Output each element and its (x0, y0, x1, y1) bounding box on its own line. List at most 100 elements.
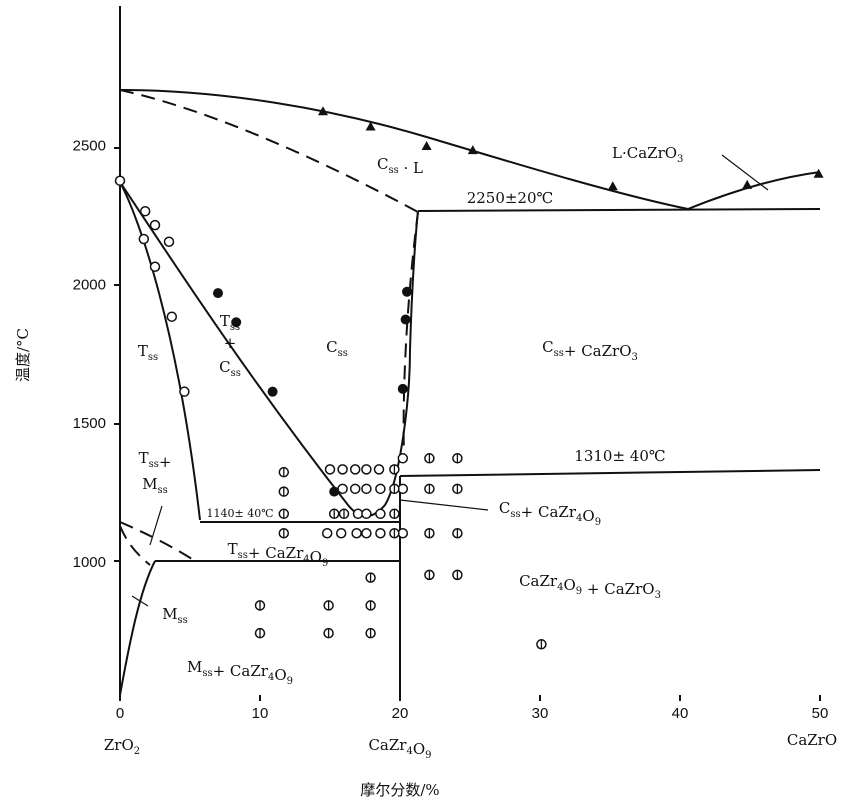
crossed-circle-marker (323, 627, 334, 639)
triangle-marker (742, 179, 753, 189)
open-circle-marker (114, 175, 126, 186)
annotation-1310: 1310± 40℃ (574, 447, 665, 465)
triangle-marker (467, 145, 478, 155)
crossed-circle-marker (278, 527, 290, 539)
leader-line (721, 154, 769, 191)
x-tick-label: 0 (116, 705, 124, 722)
open-circle-marker (375, 483, 386, 495)
annotation-1140: 1140± 40℃ (206, 507, 273, 520)
open-circle-marker (397, 453, 409, 464)
open-circle-marker (375, 527, 386, 539)
open-circle-marker (351, 527, 362, 539)
crossed-circle-marker (389, 508, 400, 520)
region-label-mss: Mss (162, 605, 188, 626)
leader-line (131, 595, 149, 607)
x-axis-title: 摩尔分数/% (360, 781, 439, 799)
crossed-circle-marker (278, 508, 290, 520)
crossed-circle-marker (424, 527, 435, 539)
crossed-circle-marker (278, 486, 290, 497)
crossed-circle-marker (424, 483, 435, 495)
crossed-circle-marker (278, 466, 290, 478)
open-circle-marker (335, 527, 347, 539)
open-circle-marker (361, 508, 372, 520)
open-circle-marker (361, 483, 372, 495)
triangle-marker (813, 168, 824, 178)
crossed-circle-marker (452, 527, 463, 539)
open-circle-marker (163, 236, 175, 248)
region-label-cazr4o9-cazro3: CaZr4O9 + CaZrO3 (519, 572, 661, 601)
x-tick-label: 50 (812, 705, 829, 722)
region-label-tss-mss: Tss+ (139, 449, 172, 471)
triangle-marker (318, 106, 328, 116)
crossed-circle-marker (389, 483, 400, 495)
region-label-css: Css (326, 338, 348, 359)
filled-circle-marker (267, 386, 278, 397)
triangle-marker (607, 181, 618, 191)
open-circle-marker (373, 464, 385, 475)
open-circle-marker (149, 261, 161, 272)
open-circle-marker (375, 508, 386, 520)
compound-label-cazr4o9: CaZr4O9 (368, 736, 431, 761)
triangle-marker (365, 121, 376, 131)
leader-line (399, 499, 489, 511)
leader-line (149, 505, 163, 546)
region-label-mss-cazr4o9: Mss+ CaZr4O9 (187, 658, 293, 687)
region-label-tss-css-b: Css (219, 358, 241, 379)
crossed-circle-marker (452, 569, 463, 581)
y-tick-label: 2500 (73, 138, 106, 155)
open-circle-marker (361, 527, 372, 539)
crossed-circle-marker (254, 627, 266, 639)
open-circle-marker (149, 219, 161, 231)
open-circle-marker (321, 527, 333, 539)
crossed-circle-marker (328, 508, 340, 520)
filled-circle-marker (400, 314, 411, 325)
y-tick-label: 2000 (73, 276, 106, 293)
x-tick-label: 40 (672, 705, 689, 722)
filled-circle-marker (402, 286, 412, 297)
region-label-tss: Tss (138, 342, 158, 363)
open-circle-marker (139, 205, 151, 217)
open-circle-marker (361, 464, 372, 475)
region-label-tss-cazr4o9: Tss+ CaZr4O9 (228, 540, 329, 569)
open-circle-marker (337, 483, 348, 495)
open-circle-marker (138, 233, 150, 245)
y-tick-label: 1500 (73, 415, 106, 432)
crossed-circle-marker (338, 508, 350, 520)
filled-circle-marker (231, 317, 242, 328)
triangle-marker (421, 140, 432, 150)
region-label-tss-css-plus: + (224, 334, 237, 352)
region-label-tss-mss-b: Mss (142, 475, 168, 496)
open-circle-marker (349, 483, 361, 495)
crossed-circle-marker (424, 453, 435, 464)
open-circle-marker (179, 386, 190, 397)
x-tick-label: 30 (532, 705, 549, 722)
crossed-circle-marker (536, 639, 547, 650)
region-label-css-cazro3: Css+ CaZrO3 (542, 338, 638, 363)
region-label-l-cazro3: L·CaZrO3 (612, 144, 683, 165)
crossed-circle-marker (323, 600, 334, 611)
crossed-circle-marker (365, 600, 376, 611)
region-label-tss-css: Tss (220, 312, 240, 333)
crossed-circle-marker (389, 464, 400, 475)
open-circle-marker (166, 311, 178, 322)
filled-circle-marker (397, 383, 408, 394)
open-circle-marker (349, 464, 361, 475)
crossed-circle-marker (452, 483, 463, 495)
crossed-circle-marker (365, 572, 376, 583)
x-tick-label: 20 (392, 705, 409, 722)
crossed-circle-marker (452, 453, 463, 464)
filled-circle-marker (329, 486, 340, 497)
phase-boundaries (114, 6, 821, 701)
open-circle-marker (324, 464, 336, 475)
filled-circle-marker (213, 288, 223, 299)
crossed-circle-marker (365, 627, 376, 639)
region-label-css-cazr4o9: Css+ CaZr4O9 (499, 499, 601, 528)
compound-label-cazro: CaZrO (787, 731, 837, 749)
y-tick-label: 1000 (73, 554, 106, 571)
open-circle-marker (337, 464, 348, 475)
x-tick-label: 10 (252, 705, 269, 722)
crossed-circle-marker (254, 600, 266, 611)
region-label-css-l: Css · L (377, 155, 423, 177)
annotation-2250: 2250±20℃ (467, 189, 554, 207)
